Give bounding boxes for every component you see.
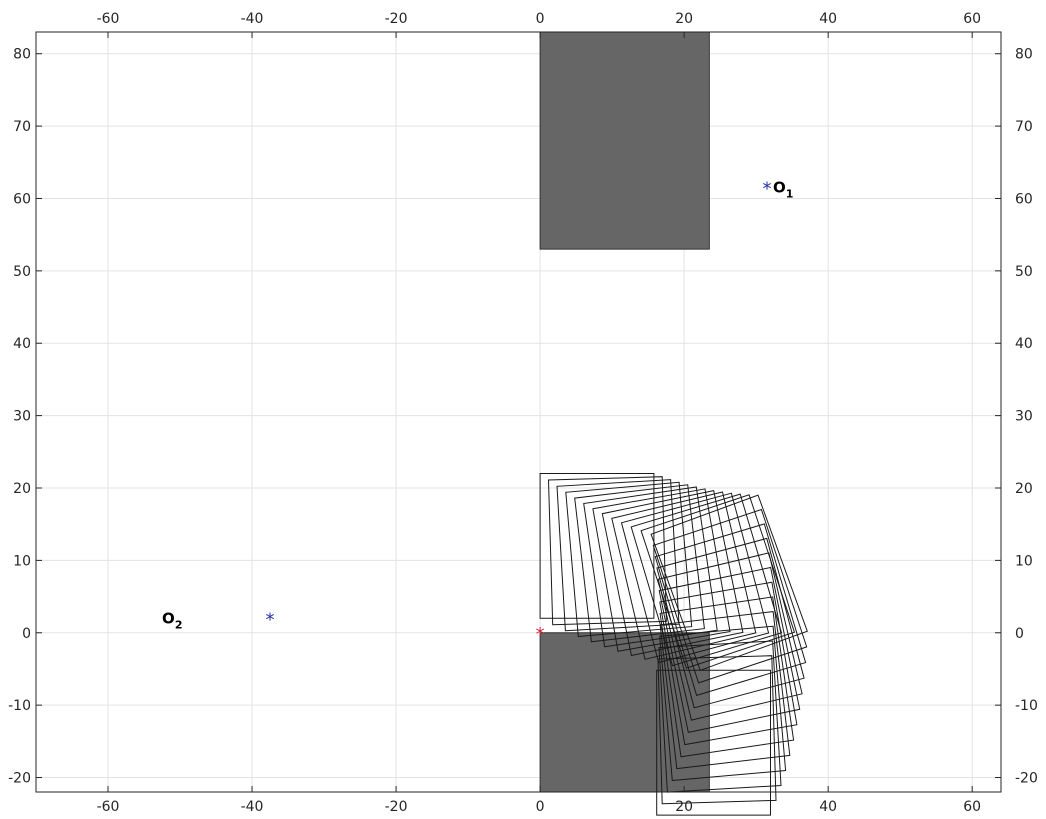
y-tick-label-left: 20 — [13, 481, 31, 497]
y-tick-label-right: 40 — [1015, 336, 1033, 352]
O1-label: O1 — [773, 179, 793, 201]
trajectory-rectangles — [539, 473, 808, 816]
trajectory-rectangle — [654, 523, 807, 697]
x-tick-label-top: 40 — [819, 11, 837, 27]
trajectory-rectangle — [583, 486, 718, 648]
x-tick-label-top: -60 — [97, 11, 120, 27]
y-tick-label-right: 30 — [1015, 409, 1033, 425]
x-tick-label-bottom: 40 — [819, 799, 837, 815]
y-tick-label-right: 10 — [1015, 553, 1033, 569]
x-tick-label-bottom: -40 — [241, 799, 264, 815]
trajectory-rectangle — [657, 552, 803, 721]
O1-label-sub: 1 — [786, 188, 794, 201]
trajectory-rectangle — [656, 669, 771, 816]
x-tick-label-top: 60 — [963, 11, 981, 27]
y-tick-label-right: 50 — [1015, 264, 1033, 280]
trajectory-rectangle — [659, 596, 795, 758]
trajectory-rectangle — [652, 508, 808, 684]
trajectory-rectangle — [539, 473, 655, 619]
y-tick-label-right: 80 — [1015, 47, 1033, 63]
obstacle-upper-block — [539, 31, 710, 250]
x-tick-label-top: -40 — [241, 11, 264, 27]
trajectory-rectangle — [658, 566, 801, 733]
y-tick-label-right: 0 — [1015, 626, 1024, 642]
y-tick-label-left: 80 — [13, 47, 31, 63]
y-tick-label-left: 30 — [13, 409, 31, 425]
O2-label-main: O — [162, 609, 175, 627]
trajectory-rectangle — [658, 640, 782, 793]
y-tick-label-left: -20 — [8, 771, 31, 787]
trajectory-rectangle — [611, 491, 757, 660]
trajectory-rectangle — [630, 493, 783, 667]
y-tick-label-right: -10 — [1015, 698, 1038, 714]
y-tick-label-left: 0 — [22, 626, 31, 642]
trajectory-rectangle — [556, 479, 680, 632]
y-tick-label-left: 50 — [13, 264, 31, 280]
trajectory-rectangle — [640, 494, 796, 669]
trajectory-rectangle — [601, 490, 744, 657]
y-tick-label-right: 20 — [1015, 481, 1033, 497]
trajectory-rectangle — [547, 476, 667, 626]
trajectory-rectangle — [657, 655, 777, 805]
origin-marker: * — [536, 624, 545, 645]
axes-box — [35, 31, 1002, 793]
marker-points: * O1*O2 * — [162, 179, 793, 645]
trajectory-rectangle — [565, 481, 693, 638]
y-tick-label-right: -20 — [1015, 771, 1038, 787]
O2-label-sub: 2 — [175, 618, 183, 631]
y-tick-label-left: 70 — [13, 119, 31, 135]
O1-label-main: O — [773, 179, 786, 197]
O1-marker: * — [762, 179, 771, 200]
trajectory-rectangle — [659, 611, 791, 770]
grid-lines — [36, 32, 1001, 792]
x-tick-label-bottom: -20 — [385, 799, 408, 815]
y-tick-label-left: -10 — [8, 698, 31, 714]
x-tick-label-top: -20 — [385, 11, 408, 27]
x-tick-label-top: 20 — [675, 11, 693, 27]
x-tick-label-bottom: 0 — [536, 799, 545, 815]
x-tick-label-bottom: 60 — [963, 799, 981, 815]
y-tick-label-left: 60 — [13, 191, 31, 207]
y-tick-label-right: 60 — [1015, 191, 1033, 207]
O2-marker: * — [266, 609, 275, 630]
trajectory-rectangle — [659, 625, 787, 782]
x-tick-label-top: 0 — [536, 11, 545, 27]
x-tick-label-bottom: -60 — [97, 799, 120, 815]
y-tick-label-left: 40 — [13, 336, 31, 352]
y-tick-label-right: 70 — [1015, 119, 1033, 135]
trajectory-rectangle — [592, 488, 731, 652]
x-tick-label-bottom: 20 — [675, 799, 693, 815]
trajectory-rectangle — [656, 537, 805, 709]
O2-label: O2 — [162, 609, 182, 631]
y-tick-label-left: 10 — [13, 553, 31, 569]
trajectory-rectangle — [574, 484, 705, 643]
trajectory-rectangle — [659, 581, 798, 746]
trajectory-rectangle — [650, 494, 808, 671]
